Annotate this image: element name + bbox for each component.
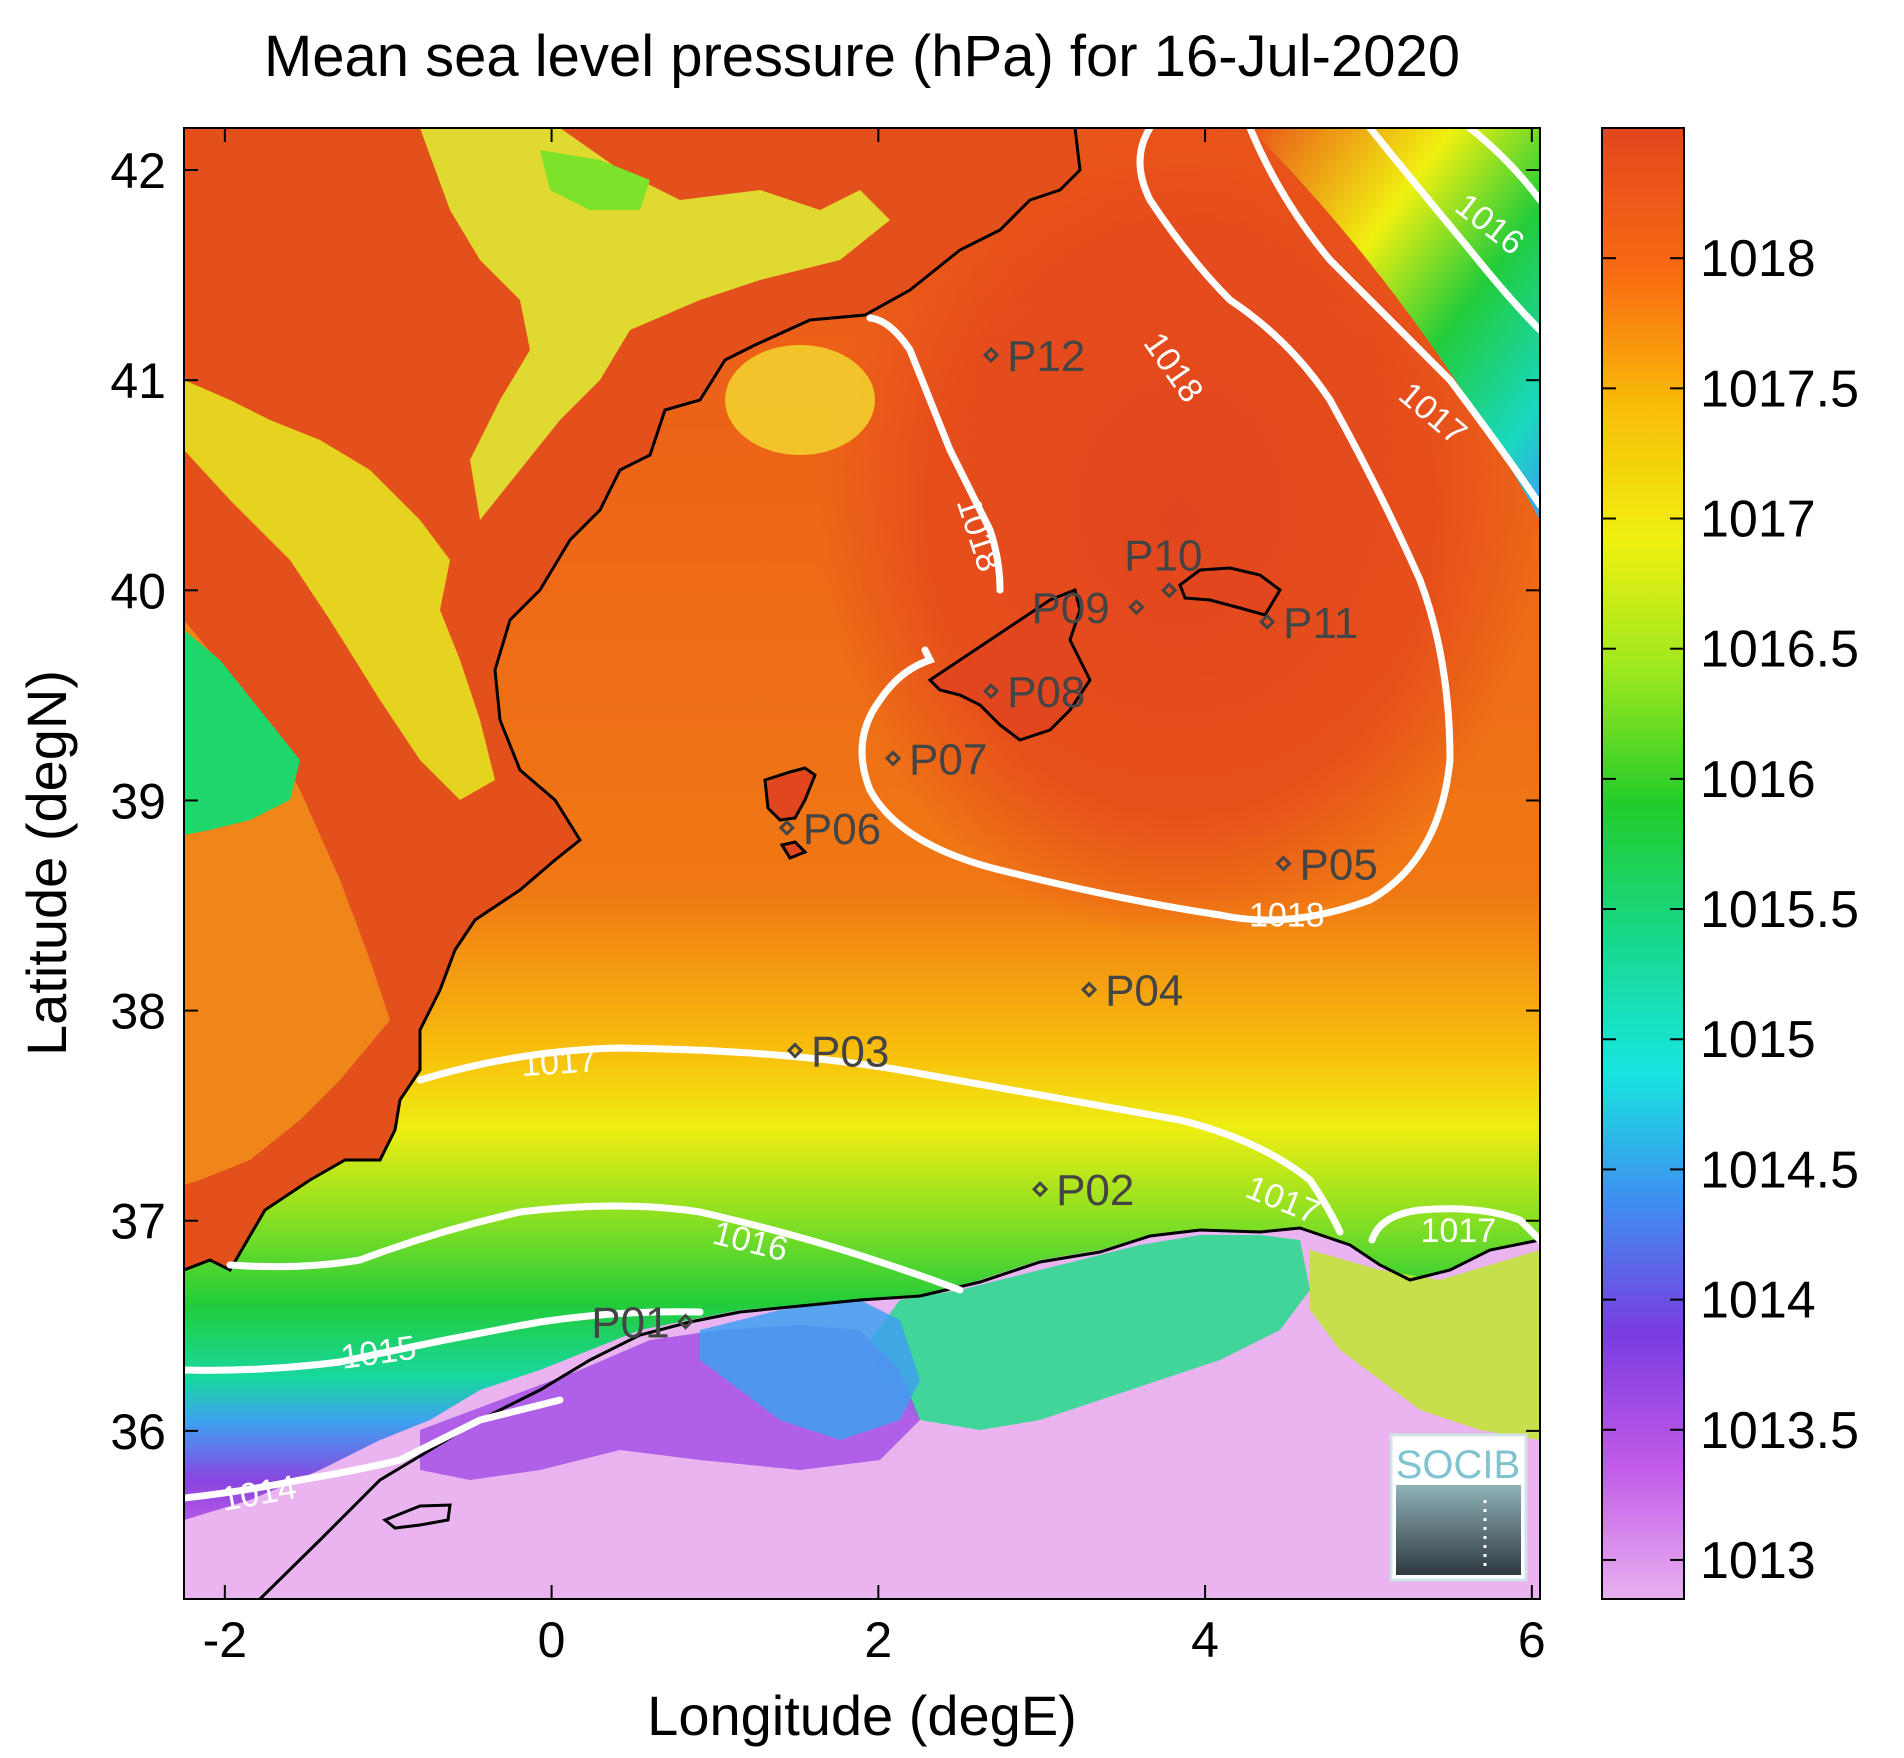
station-label: P01 — [591, 1299, 669, 1348]
logo-seascape — [1396, 1485, 1521, 1575]
x-tick-label: 6 — [1518, 1612, 1546, 1668]
land-ebro-yellow — [420, 128, 890, 520]
station-label: P05 — [1300, 841, 1378, 890]
station-marker[interactable] — [982, 683, 1000, 700]
colorbar-tick-label: 1016 — [1700, 751, 1816, 809]
station-label: P03 — [811, 1028, 889, 1077]
y-tick-label: 42 — [110, 143, 166, 199]
isobar-1014 — [184, 1396, 564, 1502]
station-marker[interactable] — [1031, 1181, 1049, 1198]
colorbar-tick-label: 1014 — [1700, 1272, 1816, 1330]
station-marker[interactable] — [982, 346, 1000, 364]
ibiza-island — [763, 766, 817, 822]
africa-blue-band — [700, 1300, 920, 1440]
stations: P01 P02 P03 P04 P05 P06 P07 P08 P09 P10 P11 P12 — [591, 332, 1378, 1348]
logo-text: SOCIB — [1396, 1443, 1520, 1487]
africa-coastal-green — [870, 1235, 1310, 1430]
station-label: P11 — [1283, 599, 1358, 648]
chart-title: Mean sea level pressure (hPa) for 16-Jul… — [264, 24, 1460, 89]
mallorca-island — [927, 587, 1092, 742]
station-marker[interactable] — [778, 819, 795, 836]
station-marker[interactable] — [1259, 613, 1276, 630]
colorbar-tick-label: 1013.5 — [1700, 1402, 1859, 1460]
colorbar-tick-label: 1014.5 — [1700, 1141, 1859, 1199]
isobar-1016-ne-corner — [1466, 128, 1540, 204]
colorbar-tick-label: 1017 — [1700, 491, 1816, 549]
station-marker[interactable] — [1161, 582, 1178, 599]
station-marker[interactable] — [786, 1042, 804, 1059]
x-tick-label: 0 — [538, 1612, 566, 1668]
x-axis-label: Longitude (degE) — [647, 1684, 1077, 1747]
iberia-coastline — [184, 128, 1082, 1272]
contour-label: 1018 — [1249, 897, 1325, 935]
alboran-island — [382, 1503, 452, 1530]
station-label: P10 — [1124, 531, 1202, 580]
contour-label: 1017 — [520, 1041, 598, 1084]
colorbar-tick-label: 1013 — [1700, 1532, 1816, 1590]
formentera-island — [779, 840, 808, 860]
y-tick-label: 37 — [110, 1194, 166, 1250]
colorbar-tick-label: 1015 — [1700, 1011, 1816, 1069]
socib-logo: SOCIB — [1389, 1433, 1528, 1582]
land-highlands-yellow — [184, 380, 495, 800]
y-axis: 36 37 38 39 40 41 42 — [110, 143, 1540, 1460]
colorbar-tick-label: 1015.5 — [1700, 881, 1859, 939]
colorbar — [1601, 127, 1685, 1600]
station-label: P04 — [1105, 967, 1183, 1016]
station-marker[interactable] — [884, 750, 902, 767]
y-axis-label: Latitude (degN) — [15, 670, 78, 1056]
isobar-1018-closed — [858, 128, 1454, 924]
y-tick-label: 36 — [110, 1404, 166, 1460]
isobars — [184, 128, 1540, 1502]
menorca-island — [1178, 566, 1282, 617]
colorbar-tick-label: 1016.5 — [1700, 621, 1859, 679]
isobar-1017-south — [416, 1044, 1344, 1236]
station-label: P06 — [803, 805, 881, 854]
isobar-1017-ne — [1246, 128, 1540, 509]
africa-coastal-yellowgreen — [1310, 1250, 1540, 1440]
colorbar-ticks: 1013 1013.5 1014 1014.5 1015 1015.5 1016 1016.5… — [1602, 230, 1859, 1590]
land-west-green — [184, 630, 300, 835]
colorbar-tick-label: 1018 — [1700, 230, 1816, 288]
station-label: P12 — [1007, 332, 1085, 381]
isobar-1015 — [184, 1308, 704, 1374]
high-pressure-core — [820, 128, 1540, 940]
station-label: P08 — [1007, 668, 1085, 717]
map-frame — [183, 127, 1541, 1600]
x-tick-label: -2 — [203, 1612, 247, 1668]
colorbar-tick-label: 1017.5 — [1700, 360, 1859, 418]
x-tick-label: 2 — [864, 1612, 892, 1668]
y-tick-label: 41 — [110, 353, 166, 409]
station-marker[interactable] — [677, 1313, 694, 1330]
land-hill-yellow — [725, 345, 875, 455]
station-label: P09 — [1031, 584, 1109, 633]
station-label: P02 — [1056, 1166, 1134, 1215]
station-label: P07 — [909, 735, 987, 784]
isobar-1017-se — [1368, 1205, 1540, 1244]
station-marker[interactable] — [1128, 599, 1145, 616]
contour-label: 1017 — [1420, 1212, 1496, 1250]
x-axis: -2 0 2 4 6 — [203, 128, 1546, 1668]
isobar-1016-south — [226, 1202, 964, 1294]
northeast-low-band — [1250, 128, 1540, 520]
station-marker[interactable] — [1080, 981, 1098, 998]
station-marker[interactable] — [1275, 855, 1292, 872]
y-tick-label: 39 — [110, 773, 166, 829]
x-tick-label: 4 — [1191, 1612, 1219, 1668]
y-tick-label: 40 — [110, 563, 166, 619]
land-green-patch — [540, 150, 650, 210]
y-tick-label: 38 — [110, 984, 166, 1040]
isobar-1016-ne — [1366, 128, 1540, 334]
iberia-land — [184, 128, 1080, 1270]
